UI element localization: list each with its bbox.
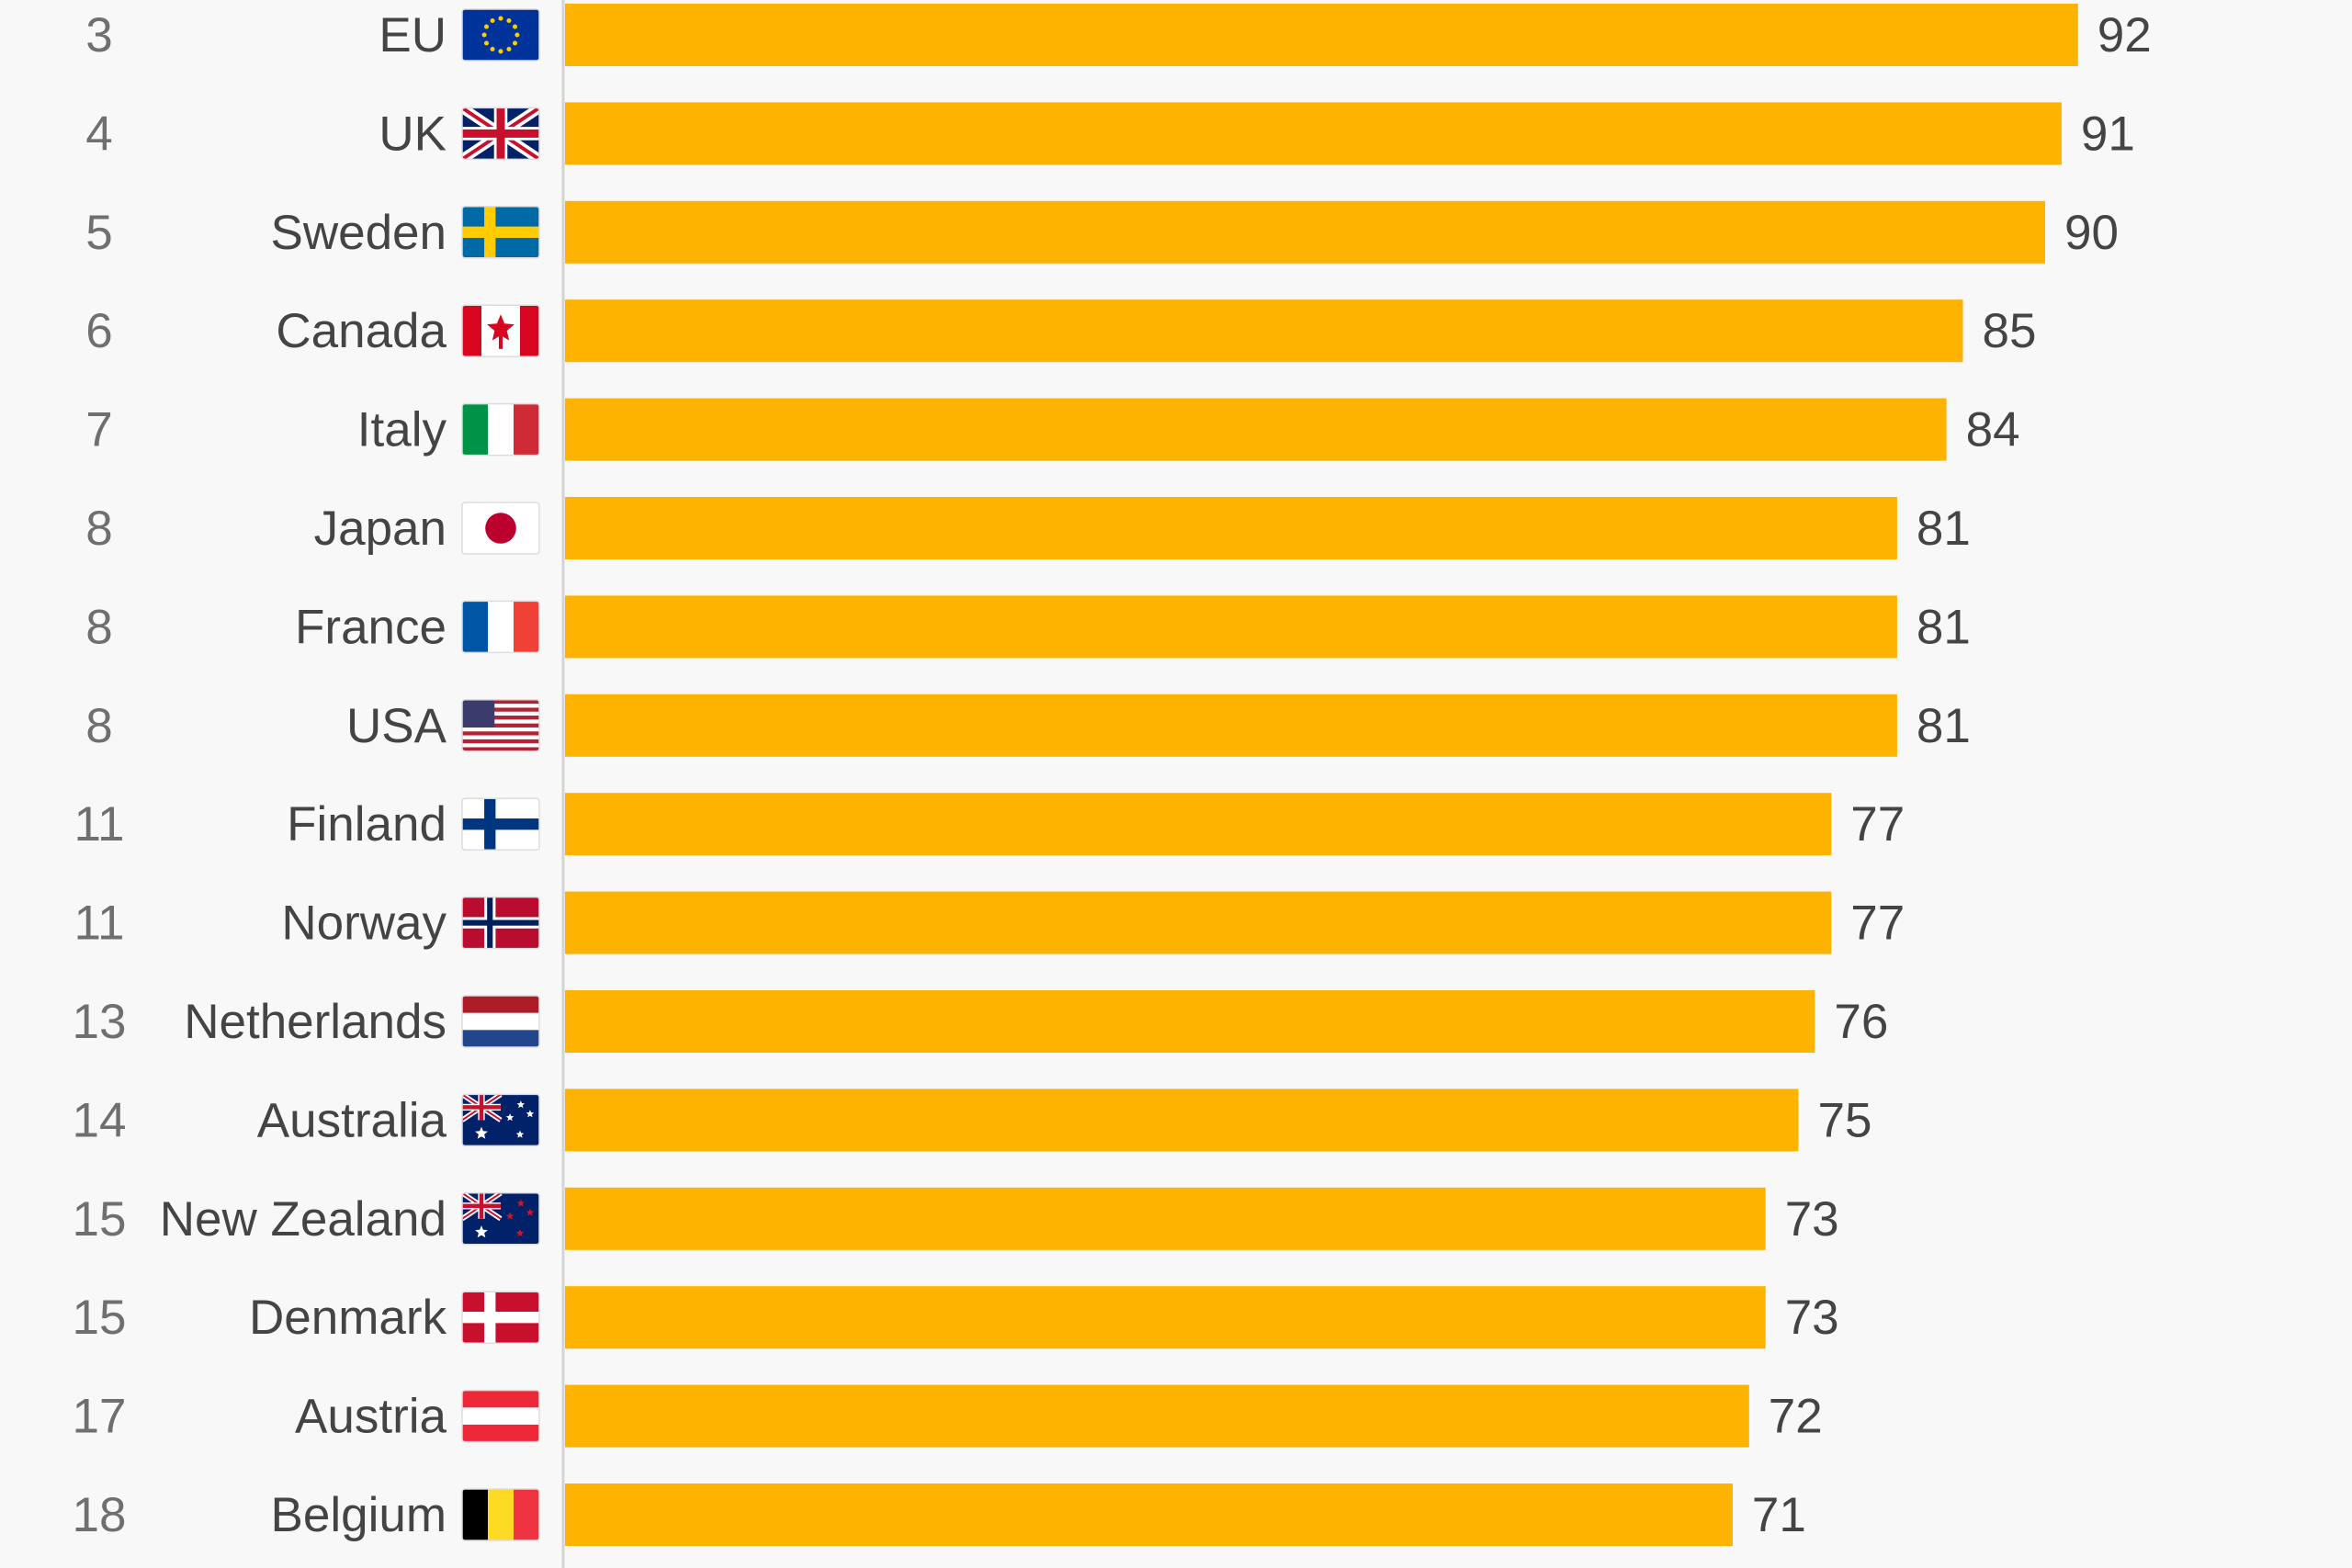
bar bbox=[565, 1483, 1733, 1546]
value-label: 72 bbox=[1769, 1390, 1823, 1444]
bar bbox=[565, 200, 2045, 264]
country-label: Denmark bbox=[249, 1291, 447, 1345]
value-label: 92 bbox=[2098, 8, 2152, 62]
chart-row: 7 Italy 84 bbox=[85, 398, 2020, 461]
chart-row: 6 Canada 85 bbox=[85, 299, 2037, 363]
chart-rows: 3 EU 92 4 UK 91 5 Sweden 90 6 Canada 85 7 Italy 84 8 Jap… bbox=[73, 4, 2152, 1546]
france-flag-icon bbox=[461, 600, 540, 654]
rank-label: 11 bbox=[74, 797, 124, 852]
bar bbox=[565, 398, 1947, 461]
country-label: UK bbox=[379, 107, 447, 161]
rank-label: 14 bbox=[73, 1093, 127, 1147]
rank-label: 8 bbox=[85, 600, 112, 654]
rank-label: 5 bbox=[85, 206, 112, 260]
finland-flag-icon bbox=[461, 797, 540, 851]
rank-label: 3 bbox=[85, 8, 112, 62]
country-label: Italy bbox=[357, 403, 447, 457]
chart-row: 5 Sweden 90 bbox=[85, 200, 2119, 264]
country-label: EU bbox=[379, 8, 447, 62]
rank-label: 15 bbox=[73, 1192, 127, 1247]
value-label: 85 bbox=[1983, 304, 2037, 358]
value-label: 75 bbox=[1818, 1093, 1872, 1147]
country-label: USA bbox=[346, 699, 447, 753]
rank-label: 13 bbox=[73, 995, 127, 1049]
bar bbox=[565, 1187, 1766, 1250]
new-zealand-flag-icon bbox=[461, 1192, 540, 1246]
bar bbox=[565, 299, 1963, 363]
bar bbox=[565, 990, 1815, 1053]
chart-row: 8 Japan 81 bbox=[85, 497, 1971, 559]
bar bbox=[565, 497, 1897, 559]
value-label: 77 bbox=[1850, 797, 1905, 852]
value-label: 71 bbox=[1752, 1488, 1806, 1542]
canada-flag-icon bbox=[461, 304, 540, 357]
australia-flag-icon bbox=[461, 1093, 540, 1147]
japan-flag-icon bbox=[461, 502, 540, 555]
value-label: 77 bbox=[1850, 897, 1905, 951]
country-label: Norway bbox=[281, 897, 447, 951]
bar bbox=[565, 793, 1832, 856]
country-label: Austria bbox=[295, 1390, 447, 1444]
value-label: 84 bbox=[1966, 403, 2020, 457]
chart-row: 11 Finland 77 bbox=[74, 793, 1905, 856]
chart-row: 8 USA 81 bbox=[85, 694, 1971, 757]
eu-flag-icon bbox=[461, 8, 540, 62]
rank-label: 17 bbox=[73, 1390, 127, 1444]
country-label: France bbox=[295, 600, 447, 654]
usa-flag-icon bbox=[461, 699, 540, 752]
country-label: Netherlands bbox=[184, 995, 447, 1049]
value-label: 90 bbox=[2064, 206, 2119, 260]
chart-row: 17 Austria 72 bbox=[73, 1384, 1823, 1448]
country-label: Belgium bbox=[271, 1488, 447, 1542]
chart-row: 3 EU 92 bbox=[85, 4, 2152, 66]
rank-label: 6 bbox=[85, 304, 112, 358]
value-label: 73 bbox=[1785, 1192, 1839, 1247]
value-label: 81 bbox=[1917, 699, 1971, 753]
chart-row: 15 New Zealand 73 bbox=[73, 1187, 1839, 1250]
rank-label: 8 bbox=[85, 502, 112, 556]
rank-label: 18 bbox=[73, 1488, 127, 1542]
bar bbox=[565, 595, 1897, 659]
bar bbox=[565, 102, 2062, 165]
country-label: Australia bbox=[257, 1093, 447, 1147]
netherlands-flag-icon bbox=[461, 995, 540, 1048]
bar bbox=[565, 1384, 1749, 1448]
bar bbox=[565, 1286, 1766, 1349]
denmark-flag-icon bbox=[461, 1291, 540, 1344]
country-label: Japan bbox=[314, 502, 447, 556]
bar bbox=[565, 4, 2078, 66]
rank-label: 4 bbox=[85, 107, 112, 161]
uk-flag-icon bbox=[461, 107, 540, 161]
belgium-flag-icon bbox=[461, 1488, 540, 1541]
rank-label: 7 bbox=[85, 403, 112, 457]
country-label: Finland bbox=[287, 797, 447, 852]
country-label: Canada bbox=[276, 304, 447, 358]
chart-row: 18 Belgium 71 bbox=[73, 1483, 1806, 1546]
chart-row: 13 Netherlands 76 bbox=[73, 990, 1888, 1053]
chart-row: 14 Australia 75 bbox=[73, 1089, 1872, 1152]
bar bbox=[565, 694, 1897, 757]
italy-flag-icon bbox=[461, 402, 540, 457]
country-label: New Zealand bbox=[160, 1192, 447, 1247]
sweden-flag-icon bbox=[461, 206, 540, 259]
rank-label: 15 bbox=[73, 1291, 127, 1345]
value-label: 81 bbox=[1917, 502, 1971, 556]
chart-row: 15 Denmark 73 bbox=[73, 1286, 1839, 1349]
chart-row: 8 France 81 bbox=[85, 595, 1971, 659]
value-label: 91 bbox=[2081, 107, 2135, 161]
austria-flag-icon bbox=[461, 1389, 540, 1443]
bar bbox=[565, 1089, 1799, 1152]
value-label: 81 bbox=[1917, 600, 1971, 654]
value-label: 73 bbox=[1785, 1291, 1839, 1345]
bar bbox=[565, 891, 1832, 954]
rank-label: 11 bbox=[74, 897, 124, 951]
norway-flag-icon bbox=[461, 896, 540, 950]
chart-row: 11 Norway 77 bbox=[74, 891, 1905, 954]
country-label: Sweden bbox=[270, 206, 447, 260]
rank-label: 8 bbox=[85, 699, 112, 753]
value-label: 76 bbox=[1834, 995, 1888, 1049]
chart-row: 4 UK 91 bbox=[85, 102, 2135, 165]
